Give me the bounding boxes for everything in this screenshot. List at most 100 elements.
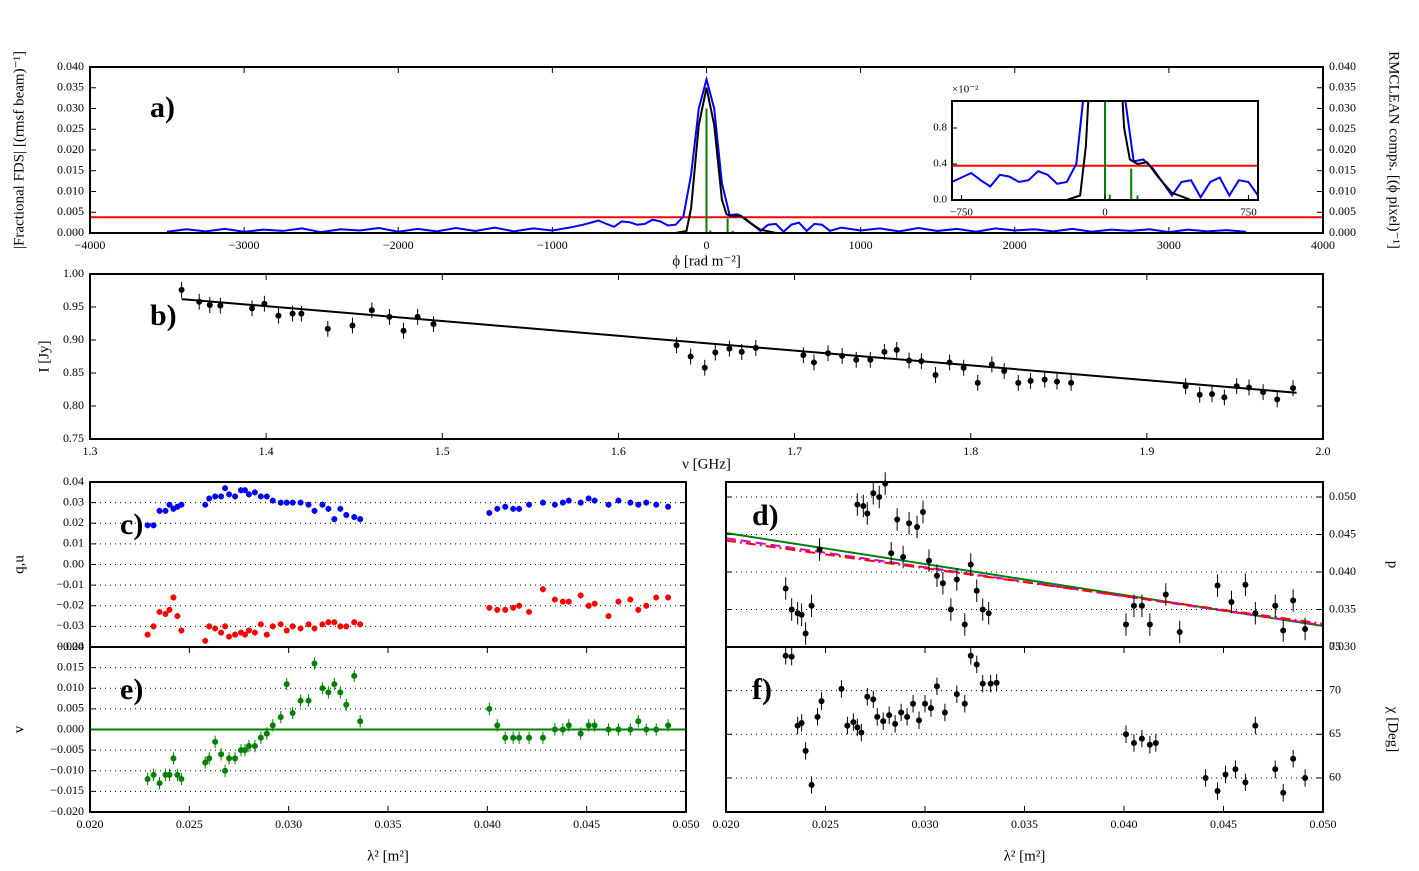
point [516, 505, 523, 512]
point [886, 712, 893, 719]
point [559, 598, 566, 605]
panel-label: d) [752, 499, 779, 532]
point [162, 611, 169, 617]
point [325, 505, 332, 512]
panel-label: f) [752, 673, 772, 706]
point [343, 701, 350, 708]
point [311, 507, 318, 514]
point [494, 722, 501, 729]
y2-tick-label: 0.005 [1329, 204, 1356, 218]
point [615, 726, 622, 733]
point [898, 709, 905, 716]
point [687, 353, 694, 360]
point [283, 499, 290, 506]
point [967, 652, 974, 659]
x-tick-label: 3000 [1157, 238, 1181, 252]
y2-tick-label: 0.015 [1329, 163, 1356, 177]
point [251, 489, 258, 496]
line-series [181, 298, 1297, 394]
y2-axis-label: RMCLEAN comps. [(ϕ pixel)⁻¹] [1386, 51, 1402, 249]
point [1130, 602, 1137, 609]
point [251, 629, 258, 636]
point [144, 776, 151, 782]
point [206, 495, 213, 502]
point [414, 313, 421, 320]
point [251, 743, 258, 749]
point [241, 487, 248, 494]
point [1221, 394, 1228, 401]
point [920, 509, 927, 515]
point [241, 747, 248, 754]
point [1242, 779, 1249, 786]
point [502, 503, 509, 510]
point [1233, 383, 1240, 390]
point [892, 720, 899, 727]
point [1246, 384, 1253, 391]
y-tick-label: 70 [1329, 682, 1341, 696]
point [232, 755, 239, 762]
point [166, 501, 173, 508]
y-axis-label: p [1385, 561, 1401, 569]
inset-x-tick-label: 0 [1102, 207, 1108, 219]
point [319, 501, 326, 508]
plot-area [90, 657, 686, 790]
point [643, 602, 650, 609]
x-tick-label: 0.050 [1310, 817, 1337, 831]
point [1214, 582, 1221, 589]
point [916, 717, 923, 724]
point [245, 627, 252, 634]
point [864, 693, 871, 700]
point [400, 327, 407, 334]
point [241, 631, 248, 638]
point [206, 623, 213, 630]
point [150, 623, 157, 630]
point [605, 501, 612, 508]
y-axis-label: q,u [11, 555, 27, 574]
y2-tick-label: 0.035 [1329, 80, 1356, 94]
point [305, 697, 312, 704]
point [615, 497, 622, 504]
point [932, 371, 939, 378]
point [591, 600, 598, 607]
point [178, 286, 185, 293]
point [277, 714, 284, 721]
plot-area [782, 647, 1309, 802]
point [539, 499, 546, 506]
y-tick-label: 0.04 [63, 474, 84, 488]
point [1302, 626, 1309, 632]
point [653, 594, 660, 601]
point [331, 516, 338, 523]
point [510, 604, 517, 611]
point [973, 587, 980, 594]
point [850, 719, 857, 726]
x-tick-label: −1000 [537, 238, 568, 252]
point [343, 512, 350, 518]
point [961, 700, 968, 707]
point [319, 621, 326, 628]
y2-tick-label: 0.000 [1329, 225, 1356, 239]
point [1176, 629, 1183, 635]
y-tick-label: −0.04 [56, 639, 84, 653]
x-tick-label: 0.035 [1011, 817, 1038, 831]
point [494, 606, 501, 613]
point [814, 713, 821, 720]
inset-x-tick-label: 750 [1240, 207, 1257, 219]
point [283, 681, 290, 688]
point [212, 493, 219, 500]
point [839, 352, 846, 359]
y2-tick-label: 0.010 [1329, 183, 1356, 197]
point [150, 771, 157, 778]
axes-frame [89, 273, 1324, 440]
point [510, 505, 517, 512]
x-tick-label: 0.020 [77, 817, 104, 831]
y-tick-label: 0.040 [57, 59, 84, 73]
point [283, 627, 290, 634]
point [559, 726, 566, 733]
point [331, 681, 338, 688]
point [941, 709, 948, 716]
point [1228, 599, 1235, 605]
point [166, 606, 173, 613]
y-tick-label: 0.035 [1329, 601, 1356, 615]
point [627, 596, 634, 603]
point [311, 660, 318, 667]
